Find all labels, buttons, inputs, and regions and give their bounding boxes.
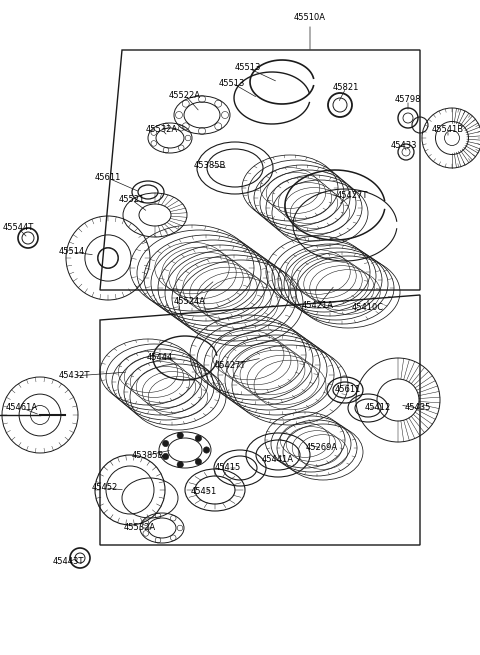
- Text: 45269A: 45269A: [306, 443, 338, 453]
- Circle shape: [162, 440, 169, 447]
- Text: 45524A: 45524A: [174, 297, 206, 307]
- Text: 45513: 45513: [219, 79, 245, 88]
- Text: 45532A: 45532A: [146, 126, 178, 134]
- Text: 45821: 45821: [333, 83, 359, 92]
- Text: 45410C: 45410C: [352, 303, 384, 312]
- Text: 45435: 45435: [405, 403, 431, 413]
- Circle shape: [162, 453, 169, 460]
- Circle shape: [177, 462, 183, 468]
- Text: 45432T: 45432T: [58, 371, 90, 381]
- Text: 45611: 45611: [335, 386, 361, 394]
- Text: 45433: 45433: [391, 141, 417, 149]
- Text: 45421A: 45421A: [302, 301, 334, 310]
- Text: 45415: 45415: [215, 464, 241, 472]
- Text: 45611: 45611: [95, 174, 121, 183]
- Circle shape: [195, 458, 202, 465]
- Text: 45514: 45514: [59, 248, 85, 257]
- Circle shape: [177, 432, 183, 439]
- Text: 45443T: 45443T: [52, 557, 84, 567]
- Circle shape: [204, 447, 210, 453]
- Text: 45798: 45798: [395, 96, 421, 105]
- Text: 45385B: 45385B: [194, 160, 226, 170]
- Text: 45451: 45451: [191, 487, 217, 496]
- Text: 45427T: 45427T: [336, 191, 368, 200]
- Text: 45521: 45521: [119, 195, 145, 204]
- Text: 45532A: 45532A: [124, 523, 156, 533]
- Text: 45510A: 45510A: [294, 14, 326, 22]
- Text: 45441A: 45441A: [262, 455, 294, 464]
- Text: 45427T: 45427T: [214, 360, 246, 369]
- Text: 45513: 45513: [235, 64, 261, 73]
- Text: 45544T: 45544T: [2, 223, 34, 233]
- Circle shape: [195, 435, 202, 441]
- Text: 45385B: 45385B: [132, 451, 164, 460]
- Text: 45541B: 45541B: [432, 126, 464, 134]
- Text: 45461A: 45461A: [6, 403, 38, 413]
- Text: 45444: 45444: [147, 354, 173, 362]
- Text: 45522A: 45522A: [169, 90, 201, 100]
- Text: 45452: 45452: [92, 483, 118, 493]
- Text: 45412: 45412: [365, 403, 391, 413]
